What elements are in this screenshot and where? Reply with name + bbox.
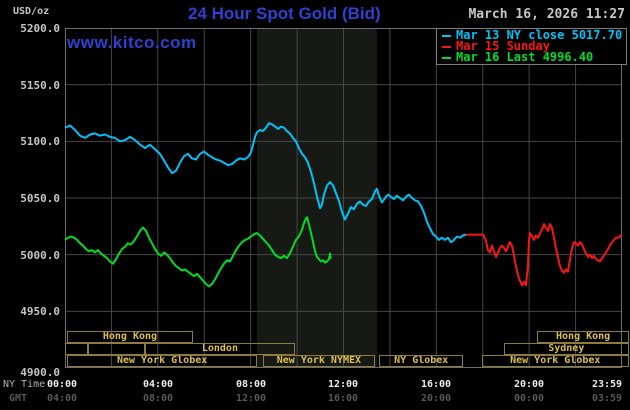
chart-datetime: March 16, 2026 11:27	[468, 7, 625, 22]
legend-box: Mar 13 NY close 5017.70 Mar 15 Sunday Mar …	[436, 28, 627, 65]
x-axis-tick-gmt: 12:00	[235, 393, 267, 404]
kitco-watermark: www.kitco.com	[67, 33, 197, 52]
y-axis-tick: 4950.0	[20, 305, 60, 319]
series-line-2	[64, 216, 332, 288]
legend-dash-icon	[442, 56, 451, 59]
x-axis-tick-ny: 08:00	[235, 379, 267, 390]
legend-item: Mar 15 Sunday	[437, 39, 626, 53]
session-box-ny-globex: NY Globex	[379, 355, 464, 367]
legend-label: Mar 13 NY close 5017.70	[456, 28, 623, 42]
y-axis-tick: 5000.0	[20, 248, 60, 262]
session-box-new-york-globex: New York Globex	[481, 355, 629, 367]
x-axis-row2-label: GMT	[9, 393, 28, 404]
x-axis-tick-gmt: 00:00	[513, 393, 545, 404]
series-line-1	[466, 223, 623, 287]
legend-dash-icon	[442, 45, 451, 48]
legend-label: Mar 15 Sunday	[456, 39, 550, 53]
x-axis-tick-ny: 00:00	[46, 379, 78, 390]
y-axis-tick: 5050.0	[20, 192, 60, 205]
series-line-0	[64, 122, 467, 244]
session-box-empty	[65, 343, 89, 355]
x-axis-tick-gmt: 16:00	[327, 393, 359, 404]
x-axis-tick-ny: 12:00	[327, 379, 359, 390]
y-axis-unit-label: USD/oz	[13, 6, 50, 17]
x-axis-row1-label: NY Time	[3, 379, 46, 390]
plot-border	[65, 28, 622, 368]
session-box-new-york-globex: New York Globex	[67, 355, 257, 367]
x-axis-tick-ny: 20:00	[513, 379, 545, 390]
x-axis-tick-ny: 16:00	[420, 379, 452, 390]
session-box-empty	[88, 343, 146, 355]
legend-item: Mar 16 Last 4996.40	[437, 50, 626, 64]
session-box-hong-kong: Hong Kong	[67, 331, 193, 343]
legend-item: Mar 13 NY close 5017.70	[437, 28, 626, 42]
x-axis-tick-gmt: 03:59	[591, 393, 623, 404]
page-title: 24 Hour Spot Gold (Bid)	[188, 4, 381, 23]
y-axis-tick: 5100.0	[20, 135, 60, 149]
x-axis-tick-ny: 23:59	[591, 379, 623, 390]
legend-dash-icon	[442, 34, 451, 37]
session-box-sydney: Sydney	[503, 343, 629, 355]
session-box-new-york-nymex: New York NYMEX	[262, 355, 375, 367]
y-axis-tick: 5200.0	[20, 22, 60, 35]
session-box-london: London	[145, 343, 295, 355]
y-axis-tick: 4900.0	[20, 366, 60, 379]
x-axis-tick-ny: 04:00	[142, 379, 174, 390]
session-box-hong-kong: Hong Kong	[537, 331, 629, 343]
x-axis-tick-gmt: 04:00	[46, 393, 78, 404]
x-axis-tick-gmt: 20:00	[420, 393, 452, 404]
legend-label: Mar 16 Last 4996.40	[456, 50, 594, 64]
y-axis-tick: 5150.0	[20, 78, 60, 92]
x-axis-tick-gmt: 08:00	[142, 393, 174, 404]
